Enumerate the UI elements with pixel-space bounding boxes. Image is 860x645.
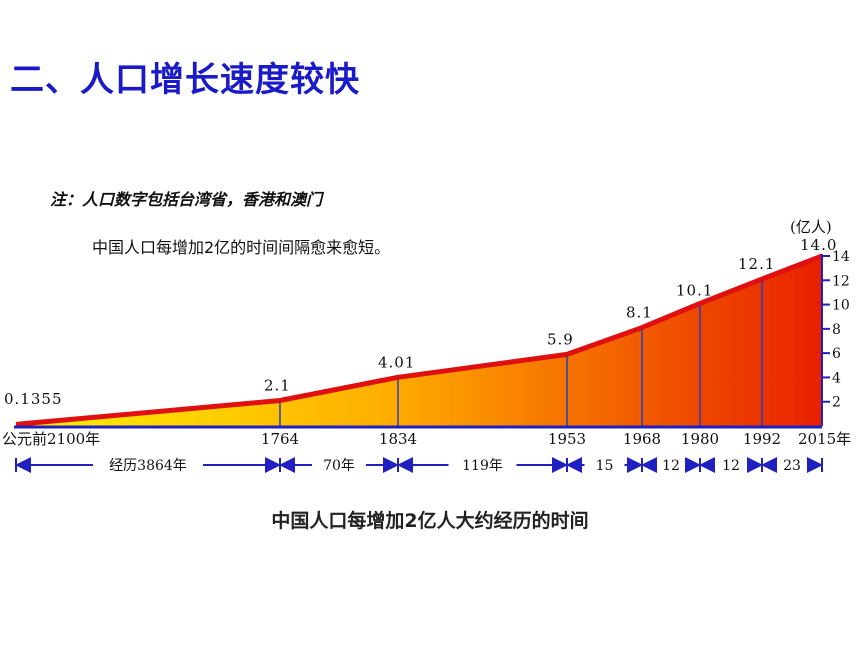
- value-label: 4.01: [378, 353, 415, 371]
- value-label: 12.1: [738, 255, 775, 273]
- value-label: 5.9: [547, 330, 574, 348]
- y-tick-label: 10: [832, 298, 850, 314]
- value-label: 0.1355: [4, 390, 63, 408]
- y-tick-label: 8: [832, 322, 841, 338]
- chart-subtitle: 中国人口每增加2亿的时间间隔愈来愈短。: [92, 238, 391, 257]
- value-label: 14.0: [800, 236, 837, 254]
- interval-label: 23: [783, 458, 801, 474]
- x-tick-label: 1834: [379, 430, 417, 448]
- x-tick-label: 公元前2100年: [2, 430, 100, 448]
- y-tick-label: 2: [832, 395, 841, 411]
- chart-caption: 中国人口每增加2亿人大约经历的时间: [271, 510, 589, 532]
- interval-label: 15: [596, 458, 614, 474]
- x-tick-label: 1992: [743, 430, 781, 448]
- y-unit-label: (亿人): [790, 218, 832, 236]
- x-tick-label: 1764: [261, 430, 299, 448]
- x-tick-label: 1980: [681, 430, 719, 448]
- y-tick-label: 14: [832, 249, 850, 265]
- value-label: 10.1: [676, 281, 713, 299]
- interval-label: 119年: [462, 458, 503, 474]
- y-tick-label: 12: [832, 273, 850, 289]
- value-label: 2.1: [264, 377, 291, 395]
- x-tick-label: 2015年: [798, 430, 851, 448]
- x-tick-label: 1953: [548, 430, 586, 448]
- y-tick-label: 4: [832, 370, 841, 386]
- chart-note: 注：人口数字包括台湾省，香港和澳门: [50, 190, 323, 209]
- population-area: [16, 256, 822, 426]
- interval-label: 经历3864年: [109, 458, 187, 474]
- population-line: [15, 253, 823, 427]
- value-label: 8.1: [626, 304, 653, 322]
- interval-label: 70年: [323, 458, 355, 474]
- interval-label: 12: [722, 458, 740, 474]
- y-tick-label: 6: [832, 346, 841, 362]
- x-tick-label: 1968: [623, 430, 661, 448]
- slide-title: 二、人口增长速度较快: [10, 60, 360, 100]
- interval-label: 12: [662, 458, 680, 474]
